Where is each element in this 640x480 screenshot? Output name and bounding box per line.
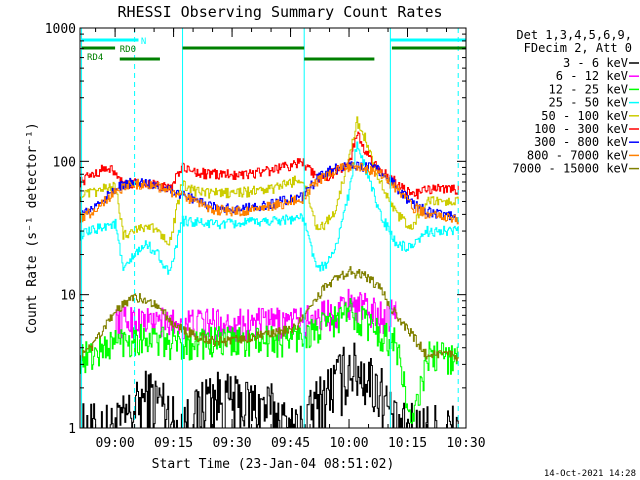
legend-entry-label: 3 - 6 keV [563, 56, 628, 70]
timestamp: 14-Oct-2021 14:28 [544, 469, 636, 479]
x-tick-label: 10:30 [446, 436, 485, 451]
detector-info-line-2: FDecim 2, Att 0 [524, 41, 632, 55]
chart-title: RHESSI Observing Summary Count Rates [117, 3, 442, 21]
x-tick-label: 09:30 [212, 436, 251, 451]
x-tick-label: 10:15 [388, 436, 427, 451]
detector-info-line-1: Det 1,3,4,5,6,9, [516, 28, 632, 42]
x-tick-label: 09:45 [271, 436, 310, 451]
y-tick-label: 1 [68, 422, 76, 437]
y-axis-label: Count Rate (s⁻¹ detector⁻¹) [25, 122, 40, 333]
overlay-layer: N RD0 RD4 [81, 28, 466, 428]
y-tick-label: 1000 [45, 22, 76, 37]
legend-entry-label: 50 - 100 keV [541, 109, 628, 123]
legend-entry-label: 800 - 7000 keV [527, 148, 628, 162]
series-layer [80, 116, 459, 429]
series-line [80, 141, 459, 275]
x-tick-label: 10:00 [329, 436, 368, 451]
y-tick-label: 100 [53, 155, 76, 170]
flag-label-rd4: RD4 [87, 53, 103, 63]
y-tick-label: 10 [60, 289, 76, 304]
x-tick-label: 09:15 [154, 436, 193, 451]
legend-entry-label: 300 - 800 keV [534, 135, 628, 149]
series-line [80, 116, 459, 246]
legend-entry-label: 6 - 12 keV [556, 69, 628, 83]
flag-label-rd0: RD0 [120, 45, 136, 55]
axes-layer: 1 10 100 1000 09:00 09:15 09:30 09:45 10:00 10:15… [45, 22, 486, 451]
legend-entry-label: 12 - 25 keV [549, 82, 628, 96]
legend-entry-label: 7000 - 15000 keV [512, 162, 628, 176]
series-line [80, 266, 459, 362]
flag-label-n: N [141, 37, 146, 47]
series-line [80, 162, 459, 225]
x-axis-label: Start Time (23-Jan-04 08:51:02) [152, 457, 395, 472]
legend-entry-label: 25 - 50 keV [549, 96, 628, 110]
plot-frame [79, 27, 467, 429]
series-line [80, 342, 459, 429]
x-tick-label: 09:00 [96, 436, 135, 451]
series-line [80, 298, 459, 424]
legend-entry-label: 100 - 300 keV [534, 122, 628, 136]
